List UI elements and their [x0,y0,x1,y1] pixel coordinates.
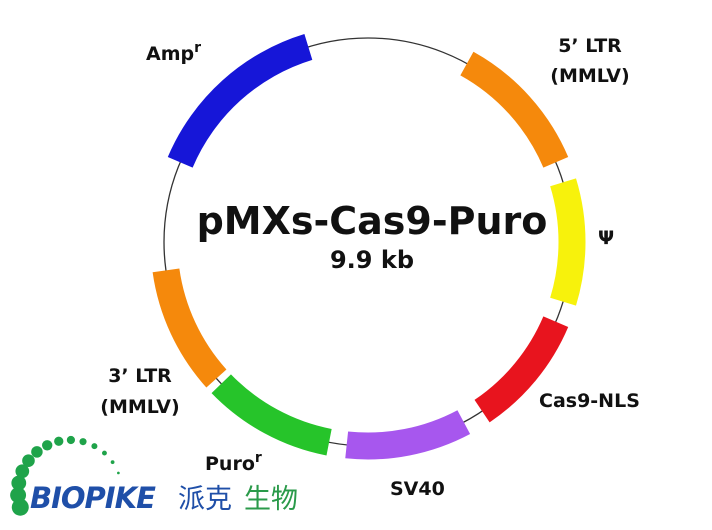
logo-dot [22,454,35,468]
label-3ltr-mmlv: (MMLV) [100,396,179,418]
logo-dot [102,450,107,456]
logo-dot [11,498,29,516]
feature-segment-5-ltr [460,51,569,168]
label-sv40: SV40 [390,478,445,500]
biopike-logo: BIOPIKE 派克 生物 [10,435,298,516]
label-3ltr: 3’ LTR [108,365,172,387]
plasmid-name: pMXs-Cas9-Puro [197,199,548,243]
logo-dot [10,487,27,504]
logo-dot [31,446,43,458]
label-5ltr-mmlv: (MMLV) [550,65,629,87]
logo-dot [15,464,30,479]
feature-segment-sv40 [345,410,471,460]
feature-segment-3-ltr [152,268,227,388]
label-puror: Puror [205,450,262,475]
feature-segments [152,34,586,460]
logo-text-en: BIOPIKE [30,481,156,515]
feature-segment-amp [167,34,313,168]
feature-segment-cas9-nls [474,316,569,423]
logo-dot [42,440,53,451]
logo-dots [10,435,120,516]
logo-dot [91,443,98,450]
logo-dot [66,435,76,445]
logo-text-cn-2: 生物 [244,484,298,515]
logo-dot [110,460,115,465]
label-cas9-nls: Cas9-NLS [539,390,640,412]
logo-dot [117,471,120,475]
logo-dot [79,438,87,446]
logo-dot [54,436,64,446]
label-5ltr: 5’ LTR [558,35,622,57]
logo-dot [11,475,27,491]
logo-text-cn-1: 派克 [178,484,232,515]
plasmid-size: 9.9 kb [330,246,414,274]
label-psi: Ψ [598,227,614,249]
feature-segment [550,178,586,306]
feature-segment-puro [211,374,332,456]
label-ampr: Ampr [146,40,201,65]
